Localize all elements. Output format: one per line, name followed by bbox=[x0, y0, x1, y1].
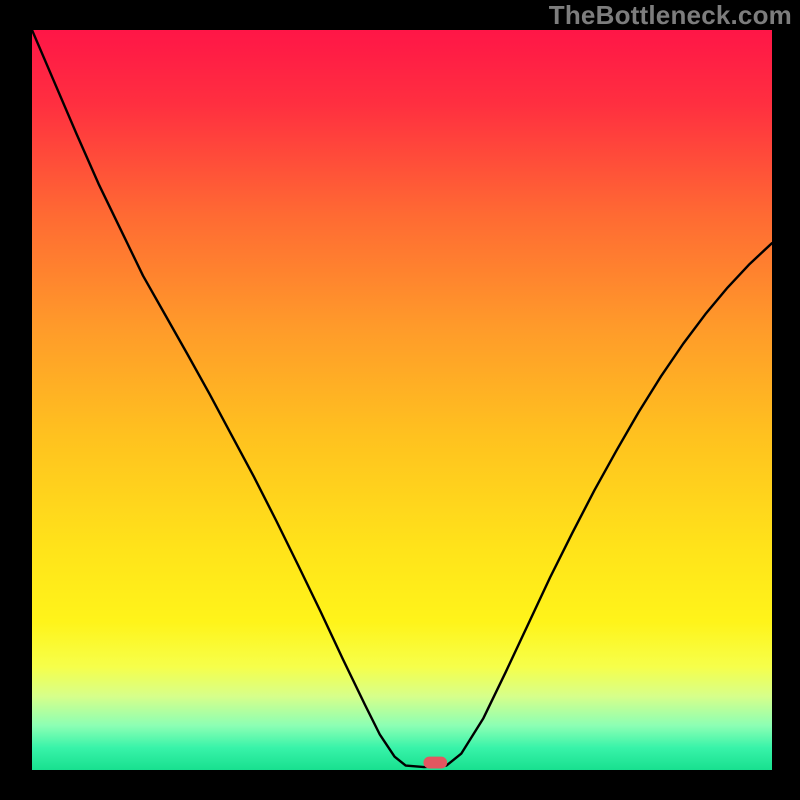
watermark-label: TheBottleneck.com bbox=[549, 0, 792, 31]
optimal-marker bbox=[423, 757, 447, 769]
gradient-background bbox=[32, 30, 772, 770]
chart-stage: TheBottleneck.com bbox=[0, 0, 800, 800]
bottleneck-chart-svg bbox=[0, 0, 800, 800]
